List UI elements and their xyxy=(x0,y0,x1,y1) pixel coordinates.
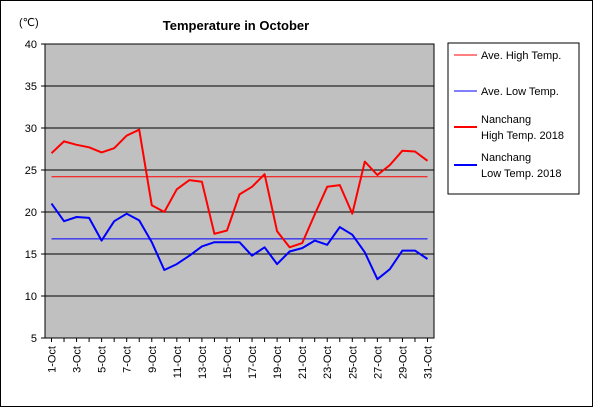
legend-label-1: Ave. Low Temp. xyxy=(481,86,559,98)
x-tick-label: 11-Oct xyxy=(172,346,184,378)
x-tick-label: 21-Oct xyxy=(297,346,309,379)
legend-label-2-line-1: High Temp. 2018 xyxy=(481,130,564,142)
y-tick-label: 10 xyxy=(25,291,37,303)
x-tick-label: 19-Oct xyxy=(272,346,284,379)
y-tick-label: 30 xyxy=(25,123,37,135)
series-line-3 xyxy=(50,203,429,281)
plot-area xyxy=(44,43,435,339)
x-tick-label: 29-Oct xyxy=(397,346,409,379)
legend-label-2-line-0: Nanchang xyxy=(481,114,531,126)
x-tick-label: 17-Oct xyxy=(247,346,259,379)
y-tick-label: 40 xyxy=(25,39,37,51)
x-tick-label: 15-Oct xyxy=(222,346,234,379)
x-tick-label: 13-Oct xyxy=(197,346,209,379)
y-tick-label: 20 xyxy=(25,207,37,219)
x-tick-label: 9-Oct xyxy=(147,346,159,373)
y-tick-label: 15 xyxy=(25,249,37,261)
x-axis: 1-Oct 3-Oct 5-Oct 7-Oct 9-Oct 11-Oct 13-Oct 15-… xyxy=(47,338,435,379)
x-tick-label: 1-Oct xyxy=(47,346,59,373)
x-tick-label: 23-Oct xyxy=(322,346,334,379)
legend-label-0: Ave. High Temp. xyxy=(481,50,561,62)
x-tick-label: 31-Oct xyxy=(423,346,435,379)
series-line-2 xyxy=(50,128,429,249)
series-lines xyxy=(50,128,429,281)
x-tick-label: 7-Oct xyxy=(122,346,134,373)
x-tick-label: 5-Oct xyxy=(97,346,109,373)
unit-label: (℃) xyxy=(19,17,39,29)
legend: Ave. High Temp. Ave. Low Temp. Nanchang Hig… xyxy=(454,50,564,180)
legend-label-3-line-0: Nanchang xyxy=(481,152,531,164)
y-tick-label: 25 xyxy=(25,165,37,177)
y-tick-label: 35 xyxy=(25,81,37,93)
x-tick-label: 27-Oct xyxy=(372,346,384,379)
gridlines xyxy=(45,85,434,297)
legend-box xyxy=(447,42,580,195)
y-tick-label: 5 xyxy=(31,333,37,345)
legend-label-3-line-1: Low Temp. 2018 xyxy=(481,168,562,180)
chart-title: Temperature in October xyxy=(163,18,309,33)
y-axis: 5 10 15 20 25 30 35 40 xyxy=(25,39,45,345)
x-tick-label: 3-Oct xyxy=(72,346,84,373)
x-tick-label: 25-Oct xyxy=(347,346,359,379)
